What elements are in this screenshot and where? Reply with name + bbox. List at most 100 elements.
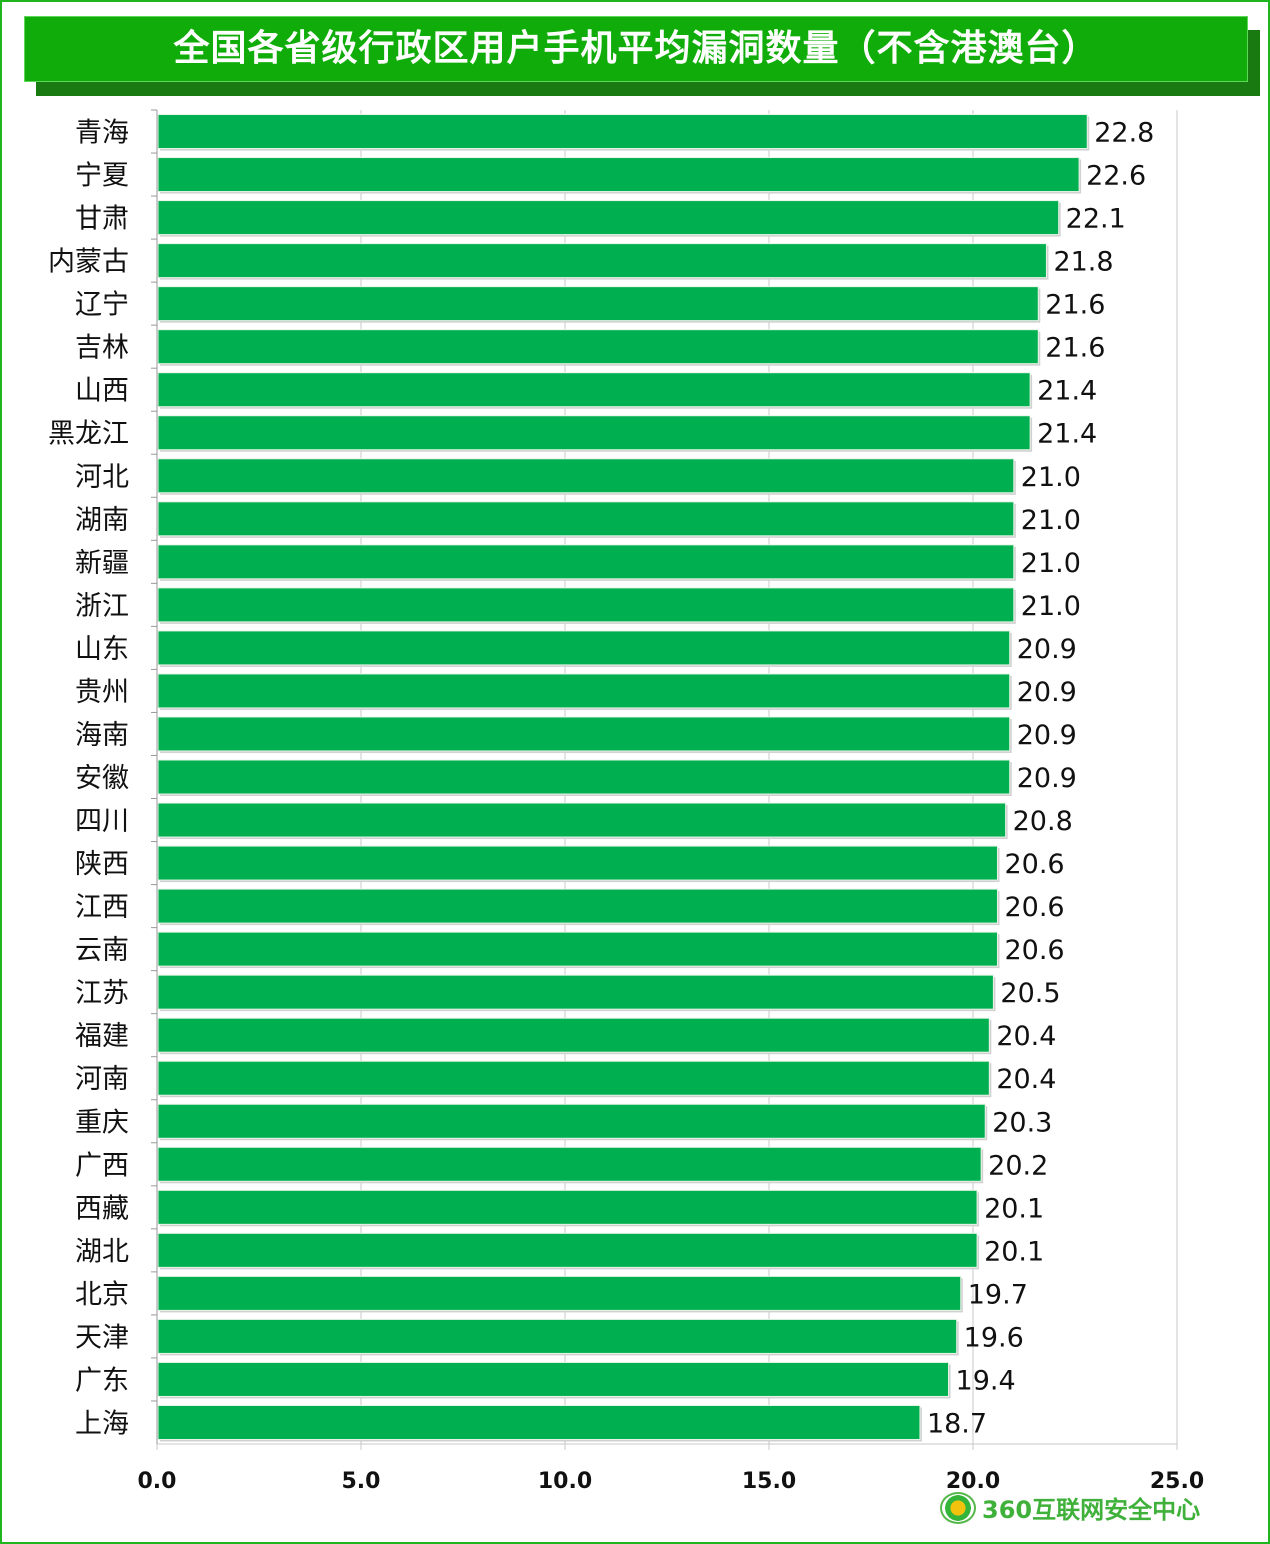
x-tick-label: 10.0 xyxy=(538,1469,592,1494)
data-label: 18.7 xyxy=(927,1408,987,1439)
data-label: 21.0 xyxy=(1021,591,1081,622)
bar xyxy=(157,1232,978,1268)
data-label: 21.8 xyxy=(1053,247,1113,278)
category-label: 天津 xyxy=(75,1322,129,1353)
logo-icon xyxy=(940,1491,976,1524)
data-label: 20.5 xyxy=(1000,978,1060,1009)
bar xyxy=(157,974,994,1010)
bar xyxy=(157,1146,982,1182)
bar xyxy=(157,1275,962,1311)
category-label: 江苏 xyxy=(75,978,129,1009)
bar xyxy=(157,1361,950,1397)
category-label: 上海 xyxy=(75,1408,129,1439)
bar xyxy=(157,587,1015,623)
bar xyxy=(157,1017,990,1053)
data-label: 20.6 xyxy=(1004,892,1064,923)
bar xyxy=(157,1060,990,1096)
bar xyxy=(157,501,1015,537)
chart-title: 全国各省级行政区用户手机平均漏洞数量（不含港澳台） xyxy=(24,16,1248,82)
data-label: 21.4 xyxy=(1037,419,1097,450)
bar xyxy=(157,200,1060,236)
data-label: 20.2 xyxy=(988,1150,1048,1181)
x-tick-label: 0.0 xyxy=(138,1469,177,1494)
category-label: 四川 xyxy=(75,806,129,837)
category-label: 海南 xyxy=(75,720,129,751)
data-label: 19.7 xyxy=(968,1279,1028,1310)
data-label: 21.0 xyxy=(1021,462,1081,493)
bar xyxy=(157,1103,986,1139)
category-label: 甘肃 xyxy=(75,204,129,235)
data-label: 21.6 xyxy=(1045,333,1105,364)
data-label: 21.0 xyxy=(1021,505,1081,536)
category-label: 安徽 xyxy=(75,763,129,794)
bar xyxy=(157,243,1047,279)
category-label: 陕西 xyxy=(75,849,129,880)
data-label: 20.9 xyxy=(1017,634,1077,665)
data-label: 22.8 xyxy=(1094,118,1154,149)
bar xyxy=(157,888,998,924)
bar xyxy=(157,157,1080,193)
bar xyxy=(157,286,1039,322)
x-tick-label: 5.0 xyxy=(342,1469,381,1494)
data-label: 22.1 xyxy=(1066,204,1126,235)
bar xyxy=(157,716,1011,752)
category-label: 青海 xyxy=(75,118,129,149)
category-label: 内蒙古 xyxy=(48,247,129,278)
logo-text: 360互联网安全中心 xyxy=(982,1496,1201,1524)
data-label: 20.6 xyxy=(1004,935,1064,966)
data-label: 20.8 xyxy=(1013,806,1073,837)
data-label: 20.6 xyxy=(1004,849,1064,880)
category-label: 广东 xyxy=(75,1365,129,1396)
category-label: 宁夏 xyxy=(75,161,129,192)
bar xyxy=(157,114,1088,150)
category-label: 重庆 xyxy=(75,1107,129,1138)
category-label: 浙江 xyxy=(75,591,129,622)
category-label: 河北 xyxy=(75,462,129,493)
category-label: 山西 xyxy=(75,376,129,407)
bar xyxy=(157,931,998,967)
category-label: 山东 xyxy=(75,634,129,665)
x-tick-label: 20.0 xyxy=(946,1469,1000,1494)
category-label: 北京 xyxy=(75,1279,129,1310)
data-label: 20.3 xyxy=(992,1107,1052,1138)
logo: 360互联网安全中心 xyxy=(940,1490,1200,1525)
category-label: 吉林 xyxy=(75,333,129,364)
data-label: 20.4 xyxy=(996,1021,1056,1052)
bar xyxy=(157,544,1015,580)
bar xyxy=(157,1189,978,1225)
category-label: 福建 xyxy=(75,1021,129,1052)
data-label: 20.9 xyxy=(1017,763,1077,794)
category-label: 西藏 xyxy=(75,1193,129,1224)
category-label: 河南 xyxy=(75,1064,129,1095)
bar xyxy=(157,415,1031,451)
category-label: 云南 xyxy=(75,935,129,966)
data-label: 20.1 xyxy=(984,1236,1044,1267)
bar xyxy=(157,673,1011,709)
bar xyxy=(157,1404,921,1440)
category-label: 江西 xyxy=(75,892,129,923)
bar xyxy=(157,630,1011,666)
data-label: 20.9 xyxy=(1017,720,1077,751)
x-tick-label: 15.0 xyxy=(742,1469,796,1494)
bar xyxy=(157,759,1011,795)
category-label: 贵州 xyxy=(75,677,129,708)
bar xyxy=(157,329,1039,365)
category-label: 黑龙江 xyxy=(48,419,129,450)
bar xyxy=(157,458,1015,494)
category-label: 湖北 xyxy=(75,1236,129,1267)
data-label: 22.6 xyxy=(1086,161,1146,192)
category-label: 广西 xyxy=(75,1150,129,1181)
data-label: 20.9 xyxy=(1017,677,1077,708)
bar xyxy=(157,802,1007,838)
category-label: 湖南 xyxy=(75,505,129,536)
bar xyxy=(157,845,998,881)
data-label: 19.6 xyxy=(964,1322,1024,1353)
data-label: 20.1 xyxy=(984,1193,1044,1224)
bar xyxy=(157,1318,958,1354)
category-label: 辽宁 xyxy=(75,290,129,321)
data-label: 21.6 xyxy=(1045,290,1105,321)
data-label: 20.4 xyxy=(996,1064,1056,1095)
data-label: 19.4 xyxy=(956,1365,1016,1396)
